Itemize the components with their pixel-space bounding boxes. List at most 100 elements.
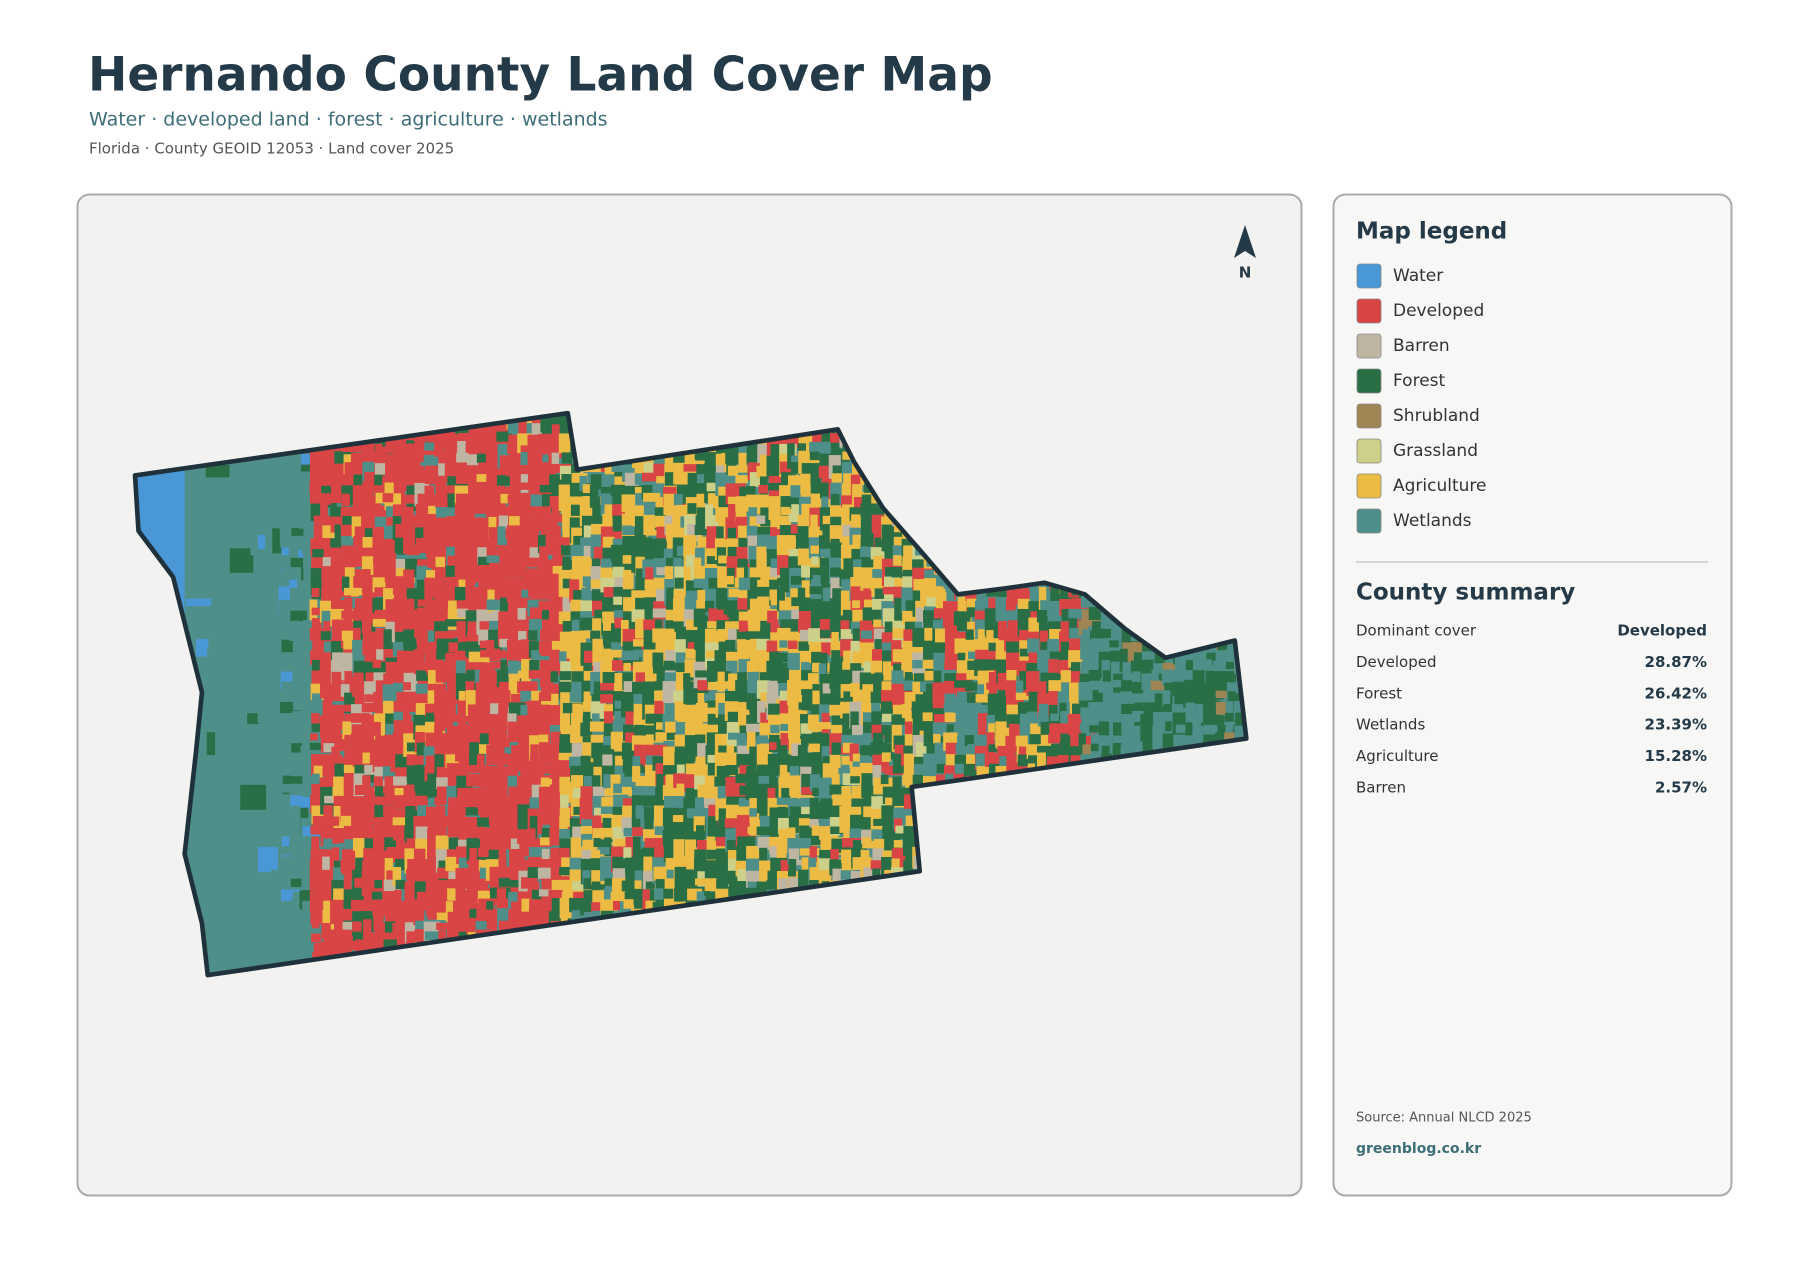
- land-patch: [414, 544, 429, 552]
- land-patch: [426, 712, 435, 721]
- land-patch: [769, 742, 777, 751]
- land-patch: [395, 669, 405, 693]
- land-patch: [382, 797, 397, 806]
- land-patch: [320, 631, 331, 641]
- land-patch: [354, 526, 364, 545]
- land-patch: [499, 569, 509, 585]
- land-patch: [716, 609, 724, 618]
- land-patch: [257, 534, 266, 550]
- land-patch: [435, 669, 452, 681]
- land-patch: [290, 474, 302, 497]
- land-patch: [309, 742, 329, 750]
- land-patch: [403, 650, 419, 661]
- land-patch: [313, 765, 323, 781]
- land-patch: [350, 713, 371, 723]
- land-patch: [414, 515, 426, 539]
- land-patch: [373, 871, 392, 883]
- land-patch: [880, 774, 889, 785]
- land-patch: [518, 743, 539, 756]
- land-patch: [330, 721, 340, 742]
- land-patch: [519, 838, 534, 851]
- land-patch: [486, 555, 500, 563]
- land-patch: [521, 898, 532, 915]
- land-patch: [787, 640, 798, 650]
- land-patch: [188, 557, 213, 566]
- land-patch: [434, 796, 446, 805]
- land-patch: [239, 607, 256, 619]
- land-patch: [393, 776, 413, 786]
- land-patch: [479, 662, 495, 673]
- land-patch: [195, 762, 203, 784]
- land-patch: [538, 576, 550, 590]
- land-patch: [324, 795, 339, 804]
- land-patch: [933, 733, 941, 744]
- land-patch: [520, 639, 530, 657]
- land-patch: [249, 763, 267, 784]
- land-patch: [424, 485, 435, 498]
- land-patch: [353, 672, 364, 684]
- land-patch: [529, 660, 539, 672]
- land-patch: [434, 711, 447, 722]
- land-patch: [735, 475, 748, 484]
- title: Hernando County Land Cover Map: [88, 48, 993, 103]
- land-patch: [498, 856, 507, 875]
- land-patch: [330, 693, 349, 702]
- land-patch: [240, 784, 267, 810]
- land-patch: [600, 847, 610, 855]
- land-patch: [457, 764, 469, 778]
- land-patch: [219, 941, 229, 959]
- land-patch: [1111, 703, 1122, 711]
- land-patch: [893, 840, 903, 848]
- land-patch: [737, 598, 749, 610]
- land-patch: [1005, 598, 1015, 611]
- land-patch: [694, 641, 706, 650]
- land-patch: [403, 577, 413, 592]
- land-patch: [518, 482, 535, 490]
- land-patch: [291, 939, 304, 962]
- land-patch: [746, 766, 758, 775]
- land-patch: [375, 443, 396, 454]
- land-patch: [261, 495, 281, 521]
- land-patch: [382, 493, 397, 503]
- land-patch: [238, 462, 257, 486]
- land-patch: [310, 503, 321, 522]
- land-patch: [530, 744, 540, 756]
- land-patch: [279, 794, 297, 802]
- land-patch: [354, 784, 369, 795]
- land-patch: [292, 870, 302, 886]
- land-patch: [289, 464, 299, 479]
- land-patch: [323, 743, 340, 753]
- land-patch: [747, 826, 755, 835]
- land-patch: [965, 629, 974, 642]
- land-patch: [386, 870, 396, 883]
- land-patch: [612, 566, 625, 578]
- land-patch: [416, 742, 427, 756]
- land-patch: [405, 619, 422, 629]
- land-patch: [1112, 679, 1122, 688]
- land-patch: [206, 648, 220, 666]
- land-patch: [383, 649, 398, 658]
- land-patch: [801, 565, 810, 578]
- land-patch: [747, 754, 756, 764]
- land-patch: [656, 774, 664, 789]
- land-patch: [196, 878, 219, 896]
- land-patch: [946, 724, 954, 732]
- land-patch: [621, 786, 632, 795]
- land-patch: [517, 670, 535, 679]
- land-patch: [1206, 725, 1217, 734]
- land-patch: [288, 538, 311, 550]
- land-patch: [487, 692, 499, 713]
- land-patch: [404, 890, 414, 912]
- land-patch: [206, 732, 216, 756]
- land-patch: [383, 818, 395, 836]
- land-patch: [354, 816, 365, 832]
- land-patch: [497, 815, 507, 826]
- land-patch: [288, 494, 303, 510]
- land-patch: [311, 693, 322, 704]
- land-patch: [344, 597, 353, 624]
- land-patch: [528, 640, 539, 658]
- land-patch: [623, 847, 632, 859]
- land-patch: [353, 444, 367, 452]
- land-patch: [477, 774, 485, 787]
- land-patch: [435, 495, 457, 508]
